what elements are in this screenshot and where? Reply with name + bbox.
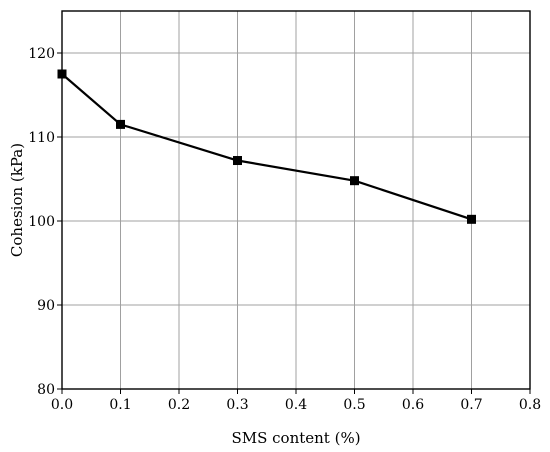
data-point-marker — [350, 176, 359, 186]
data-point-marker — [116, 119, 125, 129]
y-tick-label: 80 — [37, 382, 55, 398]
tick-labels: 0.0 0.1 0.2 0.3 0.4 0.5 0.6 0.7 0.8 80 90 100 110 120 — [28, 46, 541, 413]
y-tick-label: 120 — [28, 46, 55, 62]
x-tick-label: 0.4 — [285, 397, 307, 413]
x-tick-label: 0.7 — [460, 397, 482, 413]
data-point-marker — [233, 156, 242, 166]
x-tick-label: 0.8 — [519, 397, 541, 413]
y-axis-title: Cohesion (kPa) — [8, 143, 26, 257]
series-line-0 — [61, 73, 472, 221]
x-axis-title: SMS content (%) — [231, 429, 360, 447]
x-tick-label: 0.1 — [109, 397, 131, 413]
data-point-marker — [57, 69, 67, 79]
y-tick-label: 100 — [28, 214, 55, 230]
grid — [61, 11, 531, 390]
x-tick-label: 0.6 — [402, 397, 424, 413]
series — [57, 69, 476, 224]
x-tick-label: 0.0 — [51, 397, 73, 413]
x-tick-label: 0.2 — [168, 397, 190, 413]
y-tick-label: 110 — [28, 130, 55, 146]
data-point-marker — [467, 214, 476, 224]
x-tick-label: 0.5 — [343, 397, 365, 413]
x-tick-label: 0.3 — [226, 397, 248, 413]
tick-marks — [57, 52, 531, 394]
y-tick-label: 90 — [37, 298, 55, 314]
